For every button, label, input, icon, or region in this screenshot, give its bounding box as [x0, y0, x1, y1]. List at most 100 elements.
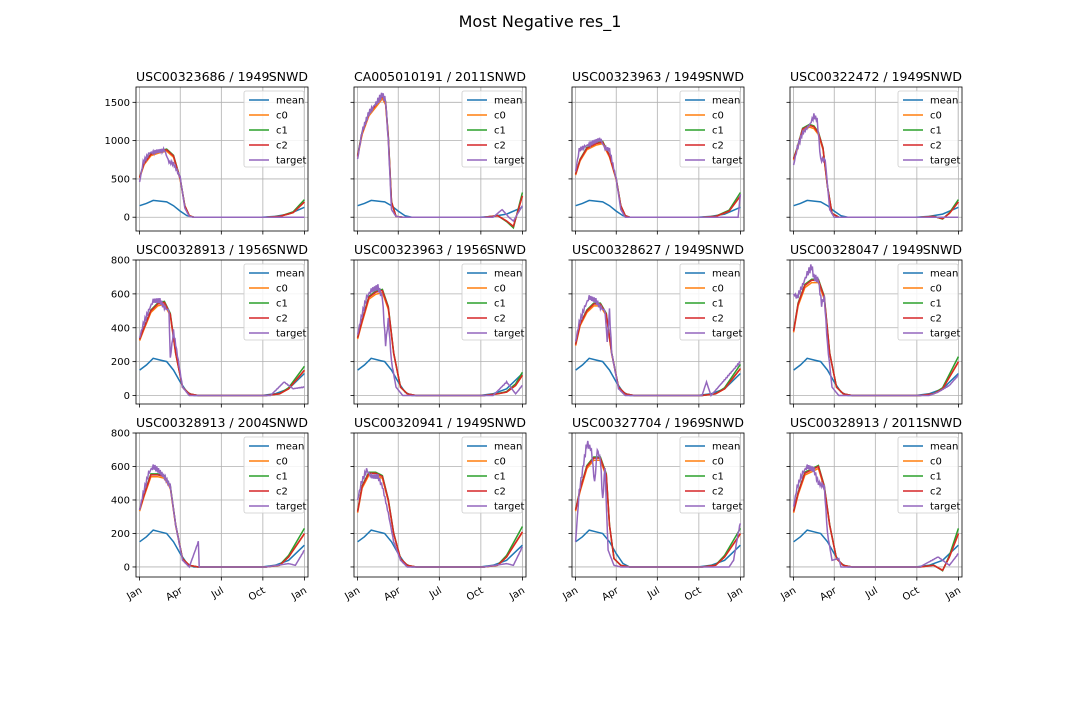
panel-title: USC00322472 / 1949	[790, 69, 923, 84]
panel-title: USC00328913 / 2011	[790, 415, 923, 430]
panel-3: USC00323963 / 1949 SNWD mean c0 c1 c2 target	[568, 69, 745, 235]
y-tick-label: 0	[124, 213, 130, 224]
y-tick-label: 600	[111, 462, 130, 473]
legend-label: c2	[276, 314, 288, 325]
legend-label: mean	[276, 442, 304, 453]
legend-label: mean	[930, 96, 958, 107]
axes-frame	[571, 259, 745, 405]
panel-title: USC00327704 / 1969	[572, 415, 705, 430]
legend-label: c1	[712, 126, 724, 137]
legend-box	[243, 263, 305, 341]
y-tick-label: 800	[111, 429, 130, 440]
panel-title: USC00323963 / 1956	[354, 242, 487, 257]
panel-variable: SNWD	[923, 242, 962, 257]
series-c2	[356, 289, 524, 397]
legend-box	[461, 263, 523, 341]
legend-label: target	[276, 502, 306, 513]
figure-title: Most Negative res_1	[459, 12, 622, 32]
legend-label: c1	[276, 472, 288, 483]
panel-4: USC00322472 / 1949 SNWD mean c0 c1 c2 target	[786, 69, 963, 235]
legend-label: target	[712, 156, 742, 167]
panel-variable: SNWD	[487, 242, 526, 257]
legend-label: c0	[712, 457, 724, 468]
axes-frame	[353, 432, 527, 578]
panel-variable: SNWD	[269, 242, 308, 257]
legend-label: c1	[494, 126, 506, 137]
legend-label: target	[930, 156, 960, 167]
axes-frame	[789, 432, 963, 578]
panel-variable: SNWD	[705, 69, 744, 84]
legend-label: c1	[276, 299, 288, 310]
y-tick-label: 400	[111, 323, 130, 334]
legend-label: mean	[930, 269, 958, 280]
legend-label: mean	[494, 96, 522, 107]
series-target	[792, 264, 959, 397]
legend-label: c1	[930, 299, 942, 310]
series-target	[138, 464, 305, 569]
legend-label: c0	[276, 111, 288, 122]
legend-box	[679, 436, 741, 514]
legend-label: c1	[930, 472, 942, 483]
series-target	[792, 113, 959, 218]
panel-variable: SNWD	[487, 415, 526, 430]
panel-title: USC00328627 / 1949	[572, 242, 705, 257]
y-tick-label: 0	[124, 391, 130, 402]
legend-label: c0	[930, 284, 942, 295]
series-target	[138, 145, 305, 218]
panel-variable: SNWD	[923, 69, 962, 84]
series-c2	[138, 301, 305, 397]
legend-label: c2	[276, 141, 288, 152]
panel-5: 0 200 400 600 800 USC00328913 / 1956 SNWD mean c…	[111, 242, 309, 408]
legend-label: c0	[930, 457, 942, 468]
panel-variable: SNWD	[923, 415, 962, 430]
series-target	[356, 284, 523, 397]
legend-box	[243, 436, 305, 514]
panel-title: CA005010191 / 2011	[354, 69, 487, 84]
legend-label: target	[930, 329, 960, 340]
legend-label: target	[712, 502, 742, 513]
legend-label: mean	[712, 269, 740, 280]
panel-title: USC00328913 / 2004	[136, 415, 269, 430]
legend-label: c2	[930, 314, 942, 325]
panel-7: USC00328627 / 1949 SNWD mean c0 c1 c2 target	[568, 242, 745, 408]
legend-label: c0	[494, 111, 506, 122]
legend-box	[679, 90, 741, 168]
series-target	[792, 464, 959, 568]
panel-title: USC00323963 / 1949	[572, 69, 705, 84]
axes-frame	[571, 432, 745, 578]
legend-label: c0	[276, 457, 288, 468]
legend-label: c2	[712, 487, 724, 498]
legend-label: target	[494, 502, 524, 513]
legend-label: c1	[276, 126, 288, 137]
y-tick-label: 1000	[105, 136, 130, 147]
panel-6: USC00323963 / 1956 SNWD mean c0 c1 c2 target	[350, 242, 527, 408]
legend-label: c1	[494, 299, 506, 310]
legend-label: target	[494, 156, 524, 167]
y-tick-label: 800	[111, 256, 130, 267]
series-target	[138, 297, 305, 397]
legend-label: mean	[930, 442, 958, 453]
panel-title: USC00328047 / 1949	[790, 242, 923, 257]
legend-label: c2	[276, 487, 288, 498]
legend-label: mean	[276, 96, 304, 107]
y-tick-label: 500	[111, 174, 130, 185]
legend-box	[461, 436, 523, 514]
legend-label: c0	[276, 284, 288, 295]
y-tick-label: 200	[111, 357, 130, 368]
panel-variable: SNWD	[705, 415, 744, 430]
legend-label: c1	[930, 126, 942, 137]
legend-box	[897, 263, 959, 341]
legend-label: c2	[930, 487, 942, 498]
axes-frame	[789, 86, 963, 232]
legend-label: mean	[494, 269, 522, 280]
panel-title: USC00323686 / 1949	[136, 69, 269, 84]
legend-label: c0	[494, 284, 506, 295]
panel-title: USC00328913 / 1956	[136, 242, 269, 257]
legend-label: target	[930, 502, 960, 513]
axes-frame	[353, 259, 527, 405]
axes-frame	[353, 86, 527, 232]
legend-box	[243, 90, 305, 168]
series-target	[574, 440, 742, 568]
